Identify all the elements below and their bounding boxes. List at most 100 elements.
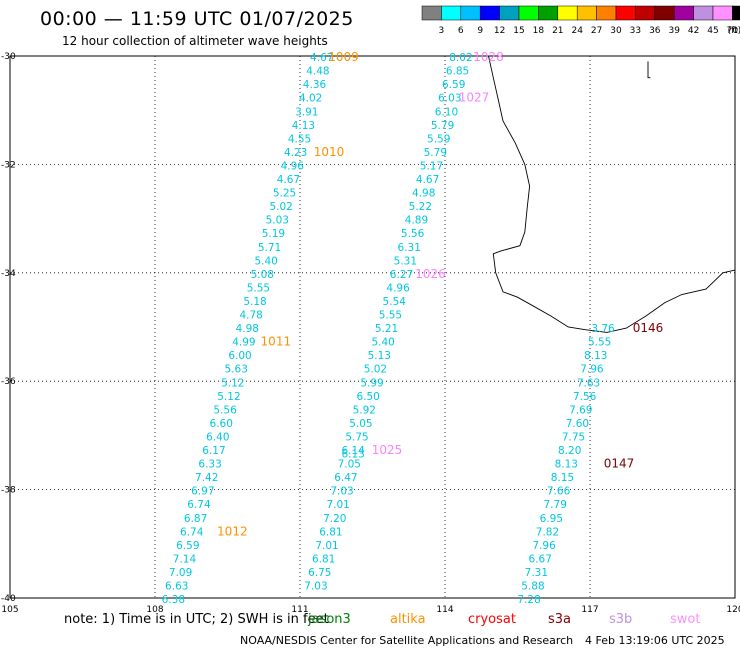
footer-note: note: 1) Time is in UTC; 2) SWH is in fe… <box>64 612 329 627</box>
sat-label-cryosat: cryosat <box>468 612 516 627</box>
swh-value: 4.98 <box>236 323 259 335</box>
legend-value: 70 <box>727 26 739 36</box>
swh-value: 6.74 <box>180 526 204 538</box>
swh-value: 5.21 <box>375 323 398 335</box>
lon-tick-label: 120 <box>726 605 740 615</box>
swh-value: 6.47 <box>334 472 357 484</box>
swh-value: 6.27 <box>390 269 413 281</box>
swh-value: 5.31 <box>394 255 417 267</box>
sat-label-jason3: jason3 <box>308 612 351 627</box>
sat-label-swot: swot <box>670 612 701 627</box>
swh-value: 5.55 <box>247 282 270 294</box>
swh-value: 4.78 <box>239 310 262 322</box>
swh-value: 4.96 <box>386 282 410 294</box>
swh-value: 5.25 <box>273 188 296 200</box>
swh-value: 4.55 <box>288 133 311 145</box>
swh-value: 7.01 <box>315 540 338 552</box>
legend-value: 15 <box>513 26 524 36</box>
track-time-label: 1012 <box>217 524 248 538</box>
lat-tick-label: -36 <box>1 377 16 387</box>
swh-value: 5.03 <box>266 215 289 227</box>
map-plot: 105 108 111 114 117 120 -30 -32 -34 -36 -38 -40 4.67… <box>1 50 740 615</box>
swh-value: 6.63 <box>165 581 188 593</box>
lon-tick-label: 105 <box>1 605 18 615</box>
swh-value: 7.05 <box>338 459 361 471</box>
legend-swatch <box>732 5 740 21</box>
color-legend: 3 6 9 12 15 18 21 24 27 30 33 36 39 42 45 70(ft) <box>421 5 740 36</box>
swh-value: 6.85 <box>446 66 469 78</box>
lon-tick-label: 111 <box>291 605 308 615</box>
swh-value: 7.82 <box>536 526 559 538</box>
swh-value: 5.40 <box>254 255 277 267</box>
swh-value: 7.60 <box>566 418 589 430</box>
track-time-label: 1028 <box>473 50 504 64</box>
swh-value: 6.10 <box>435 106 458 118</box>
lat-tick-label: -40 <box>1 594 16 604</box>
swh-value: 7.42 <box>195 472 218 484</box>
swh-value: 3.91 <box>295 106 318 118</box>
swh-value: 7.28 <box>517 594 540 606</box>
swh-value: 6.59 <box>176 540 199 552</box>
swh-value: 5.55 <box>379 310 402 322</box>
swh-value: 6.33 <box>198 459 221 471</box>
track-time-label: 1011 <box>261 335 292 349</box>
sat-label-altika: altika <box>390 612 426 627</box>
swh-value: 7.63 <box>577 377 600 389</box>
swh-value: 7.03 <box>330 486 353 498</box>
swh-value: 5.79 <box>431 120 454 132</box>
swh-value: 7.79 <box>544 499 567 511</box>
swh-value: 5.12 <box>221 377 244 389</box>
swh-value: 6.81 <box>312 553 335 565</box>
track-time-label: 1009 <box>328 50 359 64</box>
swh-value: 7.66 <box>547 486 571 498</box>
legend-unit: (ft) <box>728 26 740 36</box>
swh-value: 4.96 <box>281 160 305 172</box>
swh-value: 3.76 <box>591 323 615 335</box>
swh-value: 6.13 <box>341 448 364 460</box>
swh-value: 7.14 <box>173 553 197 565</box>
swh-value: 8.13 <box>584 350 607 362</box>
swh-value: 7.20 <box>323 513 346 525</box>
legend-value: 30 <box>610 26 622 36</box>
swh-value: 5.75 <box>345 431 368 443</box>
legend-value: 45 <box>707 26 718 36</box>
swh-value: 4.99 <box>232 337 255 349</box>
lat-tick-label: -30 <box>1 52 16 62</box>
swh-value: 4.67 <box>416 174 439 186</box>
swh-value: 5.17 <box>420 160 443 172</box>
track-swot: 8.026.856.596.036.105.795.595.795.174.67… <box>304 50 504 592</box>
swh-value: 7.09 <box>169 567 192 579</box>
swh-value: 7.03 <box>304 581 327 593</box>
map-frame <box>9 55 736 599</box>
swh-value: 5.71 <box>258 242 281 254</box>
legend-value: 27 <box>591 26 602 36</box>
swh-value: 5.02 <box>269 201 292 213</box>
lat-tick-label: -32 <box>1 160 16 170</box>
swh-value: 7.31 <box>525 567 548 579</box>
coastline <box>488 55 736 333</box>
swh-value: 8.15 <box>551 472 574 484</box>
track-time-label: 1025 <box>372 443 403 457</box>
generated-timestamp: 4 Feb 13:19:06 UTC 2025 <box>585 634 725 647</box>
lat-tick-label: -34 <box>1 269 16 279</box>
swh-value: 5.02 <box>364 364 387 376</box>
swh-value: 7.75 <box>562 431 585 443</box>
swh-value: 8.02 <box>449 52 472 64</box>
lat-tick-label: -38 <box>1 486 16 496</box>
swh-value: 4.48 <box>306 66 329 78</box>
swh-value: 5.13 <box>368 350 391 362</box>
swh-value: 6.14 <box>341 445 365 457</box>
swh-value: 6.40 <box>206 431 229 443</box>
swh-value: 6.75 <box>308 567 331 579</box>
swh-value: 6.67 <box>529 553 552 565</box>
swh-value: 6.81 <box>319 526 342 538</box>
swh-value: 7.69 <box>569 404 592 416</box>
swh-value: 4.36 <box>303 79 327 91</box>
legend-value: 6 <box>458 26 464 36</box>
legend-value: 36 <box>649 26 661 36</box>
swh-value: 5.79 <box>424 147 447 159</box>
swh-value: 6.03 <box>438 93 461 105</box>
legend-value: 42 <box>688 26 699 36</box>
swh-value: 5.40 <box>371 337 394 349</box>
